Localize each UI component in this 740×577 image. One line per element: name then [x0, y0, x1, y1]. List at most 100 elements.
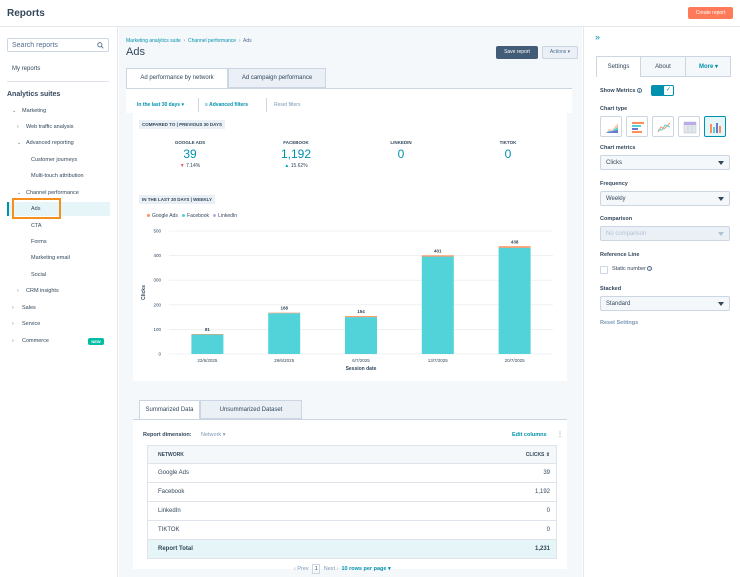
sidebar-item-sales[interactable]: Sales	[22, 305, 36, 311]
sidebar-item-marketing-email[interactable]: Marketing email	[31, 255, 70, 261]
table-chart-icon	[683, 121, 697, 134]
dimension-select[interactable]: Network ▾	[201, 432, 226, 438]
horizontal-bar-option[interactable]	[626, 116, 648, 137]
vertical-bar-option[interactable]	[704, 116, 726, 137]
actions-button[interactable]: Actions ▾	[542, 46, 578, 59]
chart-legend: Google Ads Facebook LinkedIn	[147, 213, 237, 219]
frequency-select[interactable]: Weekly	[600, 191, 730, 206]
dimension-label: Report dimension:	[143, 432, 192, 438]
area-chart-option[interactable]	[600, 116, 622, 137]
sidebar-item-cta[interactable]: CTA	[31, 223, 42, 229]
tab-ad-performance[interactable]: Ad performance by network	[126, 68, 228, 88]
tab-settings[interactable]: Settings	[597, 57, 641, 77]
table-chart-option[interactable]	[678, 116, 700, 137]
sidebar-item-social[interactable]: Social	[31, 272, 46, 278]
new-badge: NEW	[88, 338, 104, 345]
comparison-select[interactable]: No comparison	[600, 226, 730, 241]
pagination: ‹ Prev 1 Next › 10 rows per page ▾	[294, 564, 391, 574]
chevron-right-icon: ›	[12, 321, 14, 327]
metric-google-ads: GOOGLE ADS 39 ▼ 7.14%	[174, 140, 206, 169]
edit-columns-button[interactable]: Edit columns	[512, 432, 547, 438]
stacked-select[interactable]: Standard	[600, 296, 730, 311]
breadcrumb-item[interactable]: Marketing analytics suite	[126, 38, 181, 44]
tab-about[interactable]: About	[641, 57, 686, 77]
x-tick-label: 22/6/2025	[197, 358, 218, 363]
page-title: Ads	[126, 46, 145, 58]
tab-ad-campaign[interactable]: Ad campaign performance	[228, 68, 326, 88]
save-report-button[interactable]: Save report	[496, 46, 538, 59]
chart-metrics-label: Chart metrics	[600, 145, 636, 151]
sidebar-item-forms[interactable]: Forms	[31, 239, 47, 245]
header-clicks[interactable]: CLICKS ⇕	[525, 452, 550, 458]
legend-item[interactable]: Google Ads	[147, 213, 178, 219]
advanced-filters-button[interactable]: ≡ Advanced filters	[205, 102, 249, 108]
table-row: LinkedIn 0	[147, 502, 557, 521]
legend-item[interactable]: Facebook	[182, 213, 209, 219]
y-tick-label: 100	[153, 327, 161, 332]
x-axis-label: Session date	[346, 366, 377, 372]
bar-segment	[421, 256, 454, 354]
tab-more[interactable]: More ▾	[698, 64, 719, 70]
rows-per-page-select[interactable]: 10 rows per page ▾	[341, 566, 391, 572]
bar-segment	[191, 334, 224, 354]
sidebar-item-ads[interactable]: Ads	[31, 206, 41, 212]
y-tick-label: 200	[153, 302, 161, 307]
search-placeholder: Search reports	[12, 42, 58, 49]
next-button[interactable]: Next ›	[323, 566, 339, 572]
sidebar-item-commerce[interactable]: Commerce	[22, 338, 49, 344]
bar-total-label: 168	[280, 306, 288, 311]
area-chart-icon	[606, 123, 618, 133]
chevron-right-icon: ›	[12, 305, 14, 311]
bar-chart: 0 100 200 300 400 500 Clicks 81 22/6/2025 168 29/6…	[141, 229, 553, 372]
prev-button[interactable]: ‹ Prev	[294, 566, 309, 572]
chart-metrics-select[interactable]: Clicks	[600, 155, 730, 170]
page-number[interactable]: 1	[312, 564, 321, 574]
vertical-bar-icon	[710, 123, 721, 133]
comparison-badge: COMPARED TO | PREVIOUS 30 DAYS	[139, 120, 225, 129]
bar-segment	[268, 312, 301, 314]
bar-total-label: 401	[434, 248, 442, 253]
breadcrumb-item[interactable]: Channel performance	[187, 38, 237, 44]
sidebar-item-crm-insights[interactable]: CRM insights	[26, 288, 59, 294]
header-network[interactable]: NETWORK	[158, 452, 184, 458]
sidebar-item-service[interactable]: Service	[22, 321, 41, 327]
sidebar-item-advanced-reporting[interactable]: Advanced reporting	[26, 140, 74, 146]
static-number-checkbox[interactable]	[600, 266, 608, 274]
create-report-button[interactable]: Create report	[688, 7, 733, 19]
collapse-panel-icon[interactable]: »	[595, 32, 601, 42]
sidebar-item-channel-performance[interactable]: Channel performance	[26, 190, 79, 196]
reference-line-label: Reference Line	[600, 252, 640, 258]
bar-segment	[191, 334, 224, 335]
sidebar-item-customer-journeys[interactable]: Customer journeys	[31, 157, 78, 163]
reset-filters-button[interactable]: Reset filters	[274, 102, 301, 108]
divider	[7, 81, 109, 82]
y-tick-label: 500	[153, 229, 161, 234]
show-metrics-toggle[interactable]: ✓	[651, 85, 674, 96]
line-chart-icon	[657, 122, 671, 133]
bar-segment	[345, 317, 377, 354]
chevron-right-icon: ›	[17, 288, 19, 294]
line-chart-option[interactable]	[652, 116, 674, 137]
breadcrumb: Marketing analytics suite › Channel perf…	[126, 38, 252, 44]
metric-linkedin: LINKEDIN 0	[390, 140, 412, 161]
metric-tiktok: TIKTOK 0	[499, 140, 517, 161]
period-badge: IN THE LAST 30 DAYS | WEEKLY	[139, 195, 215, 204]
bar-segment	[345, 316, 377, 318]
tab-summarized-data[interactable]: Summarized Data	[139, 400, 200, 419]
tab-unsummarized-dataset[interactable]: Unsummarized Dataset	[200, 400, 302, 419]
sidebar-item-marketing[interactable]: Marketing	[22, 108, 47, 114]
legend-item[interactable]: LinkedIn	[213, 213, 237, 219]
sidebar-item-multi-touch[interactable]: Multi-touch attribution	[31, 173, 84, 179]
date-filter[interactable]: In the last 30 days ▾	[137, 102, 184, 108]
bar-segment	[498, 247, 531, 354]
search-input[interactable]: Search reports	[7, 38, 109, 52]
more-options-icon[interactable]: ⋮	[557, 432, 563, 438]
my-reports-link[interactable]: My reports	[12, 66, 41, 72]
chart-card: COMPARED TO | PREVIOUS 30 DAYS GOOGLE AD…	[133, 113, 567, 381]
y-tick-label: 300	[153, 278, 161, 283]
reset-settings-button[interactable]: Reset Settings	[600, 320, 639, 326]
table-total-row: Report Total 1,231	[147, 540, 557, 559]
table-row: Facebook 1,192	[147, 483, 557, 502]
chart-type-label: Chart type	[600, 106, 628, 112]
sidebar-item-web-traffic[interactable]: Web traffic analysis	[26, 124, 74, 130]
